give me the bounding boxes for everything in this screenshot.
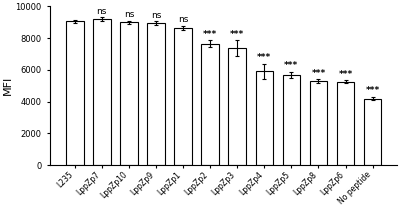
- Text: ***: ***: [230, 30, 244, 39]
- Bar: [364, 98, 382, 165]
- Text: ***: ***: [284, 61, 298, 70]
- Bar: [310, 81, 327, 165]
- Bar: [66, 21, 84, 165]
- Text: ns: ns: [151, 11, 161, 20]
- Bar: [282, 75, 300, 165]
- Text: ns: ns: [124, 10, 134, 19]
- Text: ns: ns: [178, 15, 188, 24]
- Text: ***: ***: [203, 30, 217, 39]
- Y-axis label: MFI: MFI: [3, 76, 13, 96]
- Text: ***: ***: [366, 86, 380, 95]
- Text: ***: ***: [311, 69, 326, 78]
- Bar: [228, 48, 246, 165]
- Bar: [174, 28, 192, 165]
- Bar: [120, 22, 138, 165]
- Text: ***: ***: [257, 53, 272, 62]
- Bar: [147, 23, 165, 165]
- Text: ***: ***: [338, 70, 353, 79]
- Text: ns: ns: [97, 7, 107, 16]
- Bar: [337, 82, 354, 165]
- Bar: [256, 71, 273, 165]
- Bar: [201, 44, 219, 165]
- Bar: [93, 19, 111, 165]
